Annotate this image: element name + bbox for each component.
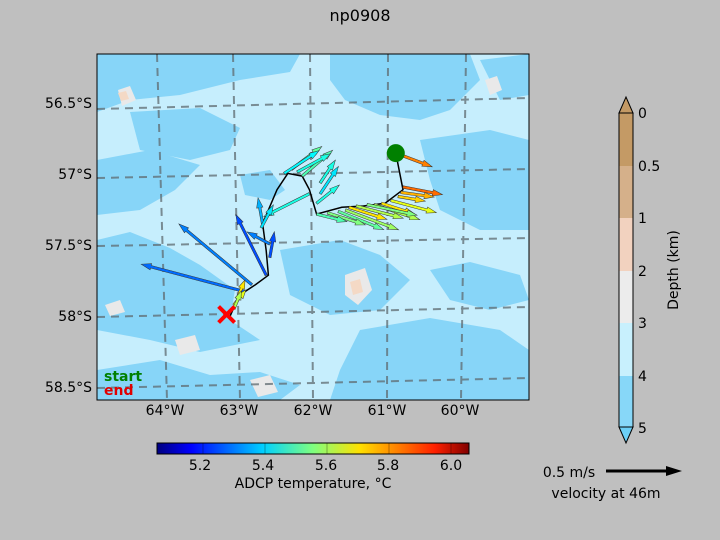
depth-colorbar-ticks: 0 0.5 1 2 3 4 5 (638, 106, 660, 437)
velocity-arrow (296, 153, 332, 174)
depth-tick-label: 0.5 (638, 159, 660, 175)
depth-colorbar: 0 0.5 1 2 3 4 5 Depth (km) (618, 95, 682, 445)
y-tick-label: 58°S (58, 309, 92, 325)
velocity-arrow (400, 190, 436, 200)
temperature-tick-label: 5.6 (315, 458, 337, 474)
y-tick-labels: 56.5°S 57°S 57.5°S 58°S 58.5°S (45, 96, 92, 396)
temperature-colorbar-ticks: 5.2 5.4 5.6 5.8 6.0 (189, 458, 462, 474)
depth-band (619, 166, 633, 218)
velocity-arrow (344, 208, 400, 231)
temperature-tick-label: 5.2 (189, 458, 211, 474)
depth-tick-label: 4 (638, 369, 647, 385)
velocity-arrow (326, 211, 367, 226)
depth-band (619, 271, 633, 323)
map-frame (96, 53, 530, 401)
x-tick-label: 64°W (146, 403, 185, 419)
velocity-arrow (268, 230, 277, 259)
velocity-arrow (348, 205, 388, 220)
shallow-areas (97, 54, 529, 400)
temperature-tick-label: 6.0 (440, 458, 462, 474)
depth-tick-label: 2 (638, 264, 647, 280)
x-tick-label: 61°W (368, 403, 407, 419)
map-panel: 64°W 63°W 62°W 61°W 60°W 56.5°S 57°S 57.… (45, 53, 530, 419)
bathymetry (97, 54, 529, 400)
velocity-key-arrow-head (666, 466, 682, 476)
depth-band (619, 376, 633, 427)
chart-title: np0908 (329, 6, 390, 25)
temperature-tick-label: 5.8 (377, 458, 399, 474)
depth-tick-label: 5 (638, 421, 647, 437)
depth-colorbar-frame (618, 112, 634, 428)
depth-colorbar-label: Depth (km) (666, 230, 682, 310)
y-tick-label: 58.5°S (45, 380, 92, 396)
velocity-arrow (366, 203, 418, 217)
velocity-arrow (315, 184, 341, 205)
temperature-colorbar-gradient (157, 443, 469, 454)
velocity-arrow (355, 204, 405, 220)
x-tick-labels: 64°W 63°W 62°W 61°W 60°W (146, 403, 480, 419)
y-tick-label: 57°S (58, 167, 92, 183)
velocity-arrow (315, 212, 348, 223)
x-tick-label: 62°W (294, 403, 333, 419)
velocity-arrow (318, 165, 339, 195)
start-marker (386, 144, 405, 163)
velocity-key-label: 0.5 m/s (543, 465, 595, 481)
depth-tick-label: 0 (638, 106, 647, 122)
velocity-arrow (259, 204, 274, 229)
depth-tick-label: 3 (638, 316, 647, 332)
velocity-arrow (390, 198, 438, 214)
velocity-vectors (140, 145, 444, 310)
velocity-key: 0.5 m/s velocity at 46m (543, 465, 682, 502)
temperature-tick-label: 5.4 (252, 458, 274, 474)
end-marker (217, 305, 237, 324)
depth-band (619, 113, 633, 166)
velocity-arrow (397, 194, 427, 203)
temperature-colorbar-label: ADCP temperature, °C (235, 476, 392, 492)
depth-band (619, 218, 633, 271)
end-legend-label: end (104, 383, 133, 399)
velocity-arrow (402, 185, 444, 197)
velocity-arrow (318, 159, 336, 184)
velocity-arrow (337, 209, 385, 230)
depth-tick-label: 1 (638, 211, 647, 227)
x-tick-label: 63°W (220, 403, 259, 419)
velocity-arrow (140, 263, 246, 294)
graticule (97, 54, 529, 400)
y-tick-label: 56.5°S (45, 96, 92, 112)
velocity-arrow (235, 213, 268, 277)
x-tick-label: 60°W (441, 403, 480, 419)
velocity-arrow (178, 223, 253, 287)
start-legend-label: start (104, 369, 142, 385)
velocity-arrow (283, 150, 320, 175)
markers-layer (217, 144, 405, 324)
temperature-colorbar: 5.2 5.4 5.6 5.8 6.0 ADCP temperature, °C (156, 442, 470, 492)
velocity-key-caption: velocity at 46m (551, 486, 660, 502)
temperature-colorbar-dividers (202, 443, 452, 454)
depth-band (619, 323, 633, 376)
y-tick-label: 57.5°S (45, 238, 92, 254)
velocity-arrow (246, 231, 271, 246)
temperature-colorbar-frame (156, 442, 470, 455)
bank-areas (118, 91, 363, 295)
